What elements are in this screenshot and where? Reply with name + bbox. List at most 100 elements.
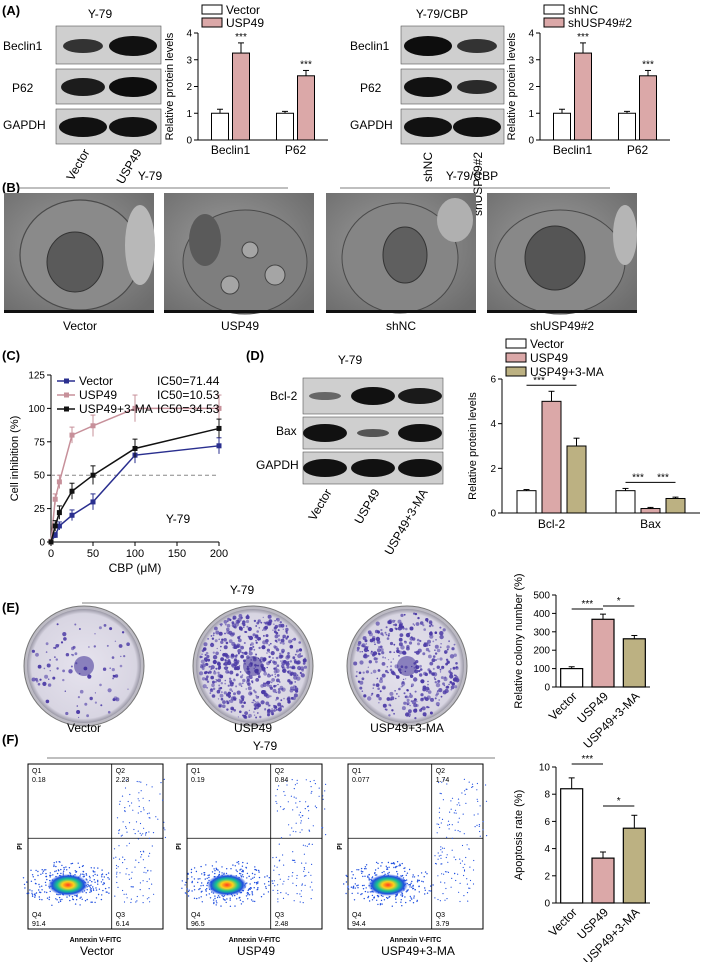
event-dot [76,895,78,898]
colony [280,655,283,657]
colony [391,709,394,712]
event-dot [102,883,104,886]
colony [76,705,79,707]
event-dot [39,898,41,901]
quadrant-value: 3.79 [436,921,450,928]
colony [427,639,431,644]
event-dot [61,864,63,867]
lane-label: Vector [305,487,334,523]
colony [267,673,271,678]
colony [440,695,443,698]
event-dot [453,812,455,814]
colony [359,660,364,665]
colony [276,641,278,643]
event-dot [282,808,284,811]
ic50-label: IC50=10.53 [157,388,220,402]
event-dot [146,784,148,786]
event-dot [278,785,280,787]
event-dot [465,856,467,859]
colony [375,683,380,687]
colony [299,652,302,655]
event-dot [464,790,466,792]
event-dot [184,892,187,894]
colony [109,667,111,669]
colony [227,684,230,687]
event-dot [214,872,216,875]
event-dot [424,893,426,895]
colony [200,659,205,664]
event-dot [125,779,127,781]
event-dot [108,892,110,894]
colony [300,673,305,678]
event-dot [71,862,74,865]
event-dot [256,889,258,891]
x-axis-label: Annexin V-FITC [70,937,122,944]
event-dot [374,869,377,871]
event-dot [258,871,260,873]
colony [255,654,257,656]
colony [65,653,70,657]
x-tick-label: Vector [546,689,580,723]
colony [278,623,282,628]
y-tick-label: 500 [533,591,550,602]
event-dot [116,876,118,878]
colony [227,691,231,695]
event-dot [411,880,413,883]
colony [272,629,274,631]
event-dot [74,903,77,905]
event-dot [272,889,274,892]
event-dot [23,883,26,886]
event-dot [298,814,300,816]
blot-label: GAPDH [3,118,46,132]
colony [377,631,380,634]
colony [240,685,243,687]
event-dot [197,878,199,880]
event-dot [45,869,47,871]
colony [439,646,442,649]
event-dot [204,878,206,880]
event-dot [363,884,365,887]
colony [294,681,297,683]
colony [403,613,406,616]
colony [455,666,458,669]
event-dot [325,834,327,836]
event-dot [426,873,428,875]
event-dot [302,902,304,904]
significance-label: *** [533,375,545,386]
colony [292,688,296,691]
colony [442,682,445,686]
event-dot [229,905,232,907]
x-tick-label: Vector [546,905,580,939]
event-dot [195,870,198,873]
quadrant-value: 96.5 [191,921,205,928]
colony [288,700,291,703]
colony [394,623,398,627]
event-dot [130,898,132,900]
colony [220,682,223,685]
colony [368,632,373,637]
colony [199,655,203,659]
legend-marker [64,406,69,412]
event-dot [163,827,165,829]
colony [212,634,215,637]
y-axis-label: Relative protein levels [467,392,479,500]
colony [375,660,378,664]
event-dot [232,864,234,866]
event-dot [251,872,254,875]
event-dot [117,866,119,868]
colony [211,642,213,645]
colony [236,690,241,695]
colony [220,623,223,626]
event-dot [58,861,60,863]
colony [390,661,393,664]
event-dot [462,866,464,869]
colony [364,639,368,643]
colony [252,699,255,702]
event-dot [34,896,36,898]
colony [434,631,438,634]
colony [353,661,358,666]
colony [215,651,219,656]
colony [68,669,73,674]
colony [418,669,421,673]
